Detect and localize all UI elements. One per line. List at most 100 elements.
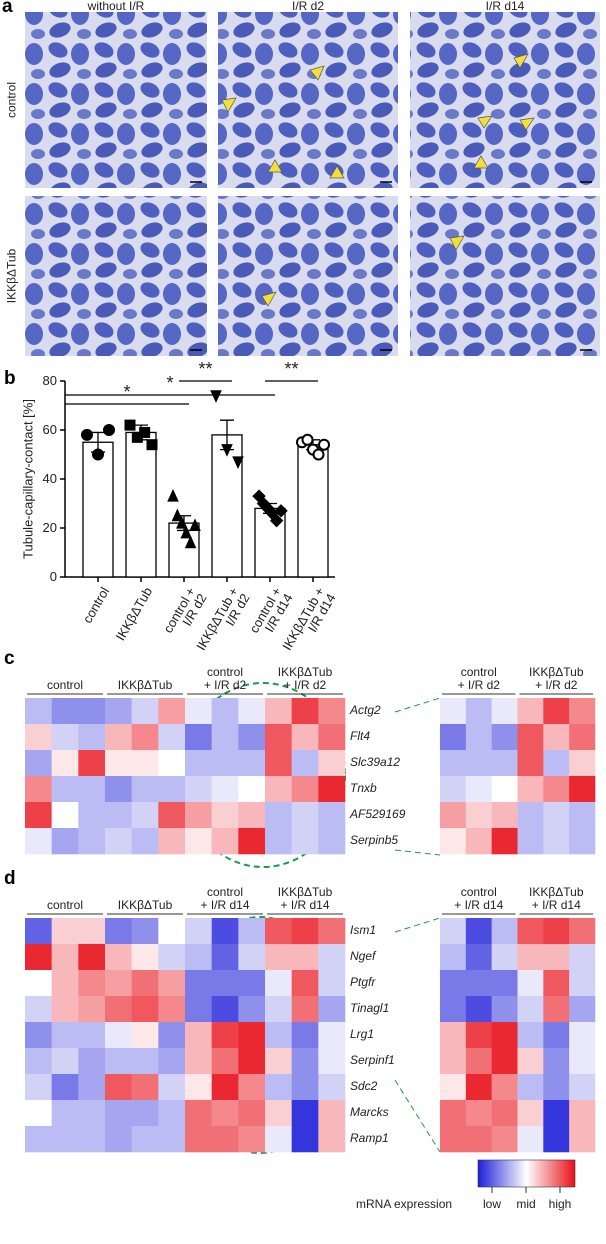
heatmap-cell bbox=[465, 1100, 492, 1127]
gene-label: Flt4 bbox=[350, 729, 371, 743]
group-header: IKKβΔTub bbox=[117, 678, 173, 692]
colorbar bbox=[477, 1159, 576, 1188]
heatmap-cell bbox=[569, 698, 596, 725]
heatmap-cell bbox=[291, 828, 319, 855]
heatmap-cell bbox=[238, 970, 266, 997]
heatmap-cell bbox=[158, 944, 186, 971]
heatmap-cell bbox=[318, 944, 346, 971]
heatmap-cell bbox=[185, 944, 212, 971]
heatmap-cell bbox=[569, 1100, 596, 1127]
data-point bbox=[232, 456, 244, 470]
heatmap-cell bbox=[211, 970, 239, 997]
heatmap-cell bbox=[517, 1074, 544, 1101]
heatmap-cell bbox=[517, 944, 544, 971]
panel-label: c bbox=[4, 648, 15, 669]
heatmap-cell bbox=[131, 918, 159, 945]
heatmap-cell bbox=[491, 1100, 518, 1127]
data-point bbox=[189, 518, 201, 532]
heatmap-cell bbox=[318, 996, 346, 1023]
heatmap-cell bbox=[569, 802, 596, 829]
data-point bbox=[124, 419, 136, 431]
heatmap-cell bbox=[491, 750, 518, 777]
heatmap-cell bbox=[131, 750, 159, 777]
heatmap-cell bbox=[78, 944, 106, 971]
heatmap-cell bbox=[318, 970, 346, 997]
heatmap-cell bbox=[238, 1100, 266, 1127]
heatmap-cell bbox=[25, 970, 52, 997]
heatmap-cell bbox=[517, 828, 544, 855]
heatmap-cell bbox=[211, 1126, 239, 1153]
data-point bbox=[180, 525, 192, 539]
heatmap-cell bbox=[105, 918, 132, 945]
heatmap-cell bbox=[238, 918, 266, 945]
heatmap-cell bbox=[569, 1022, 596, 1049]
heatmap-cell bbox=[211, 996, 239, 1023]
heatmap-cell bbox=[543, 1048, 570, 1075]
heatmap-cell bbox=[491, 970, 518, 997]
heatmap-cell bbox=[265, 776, 292, 803]
bar bbox=[125, 431, 157, 578]
heatmap-cell bbox=[543, 724, 570, 751]
heatmap-cell bbox=[131, 970, 159, 997]
heatmap-cell bbox=[105, 1022, 132, 1049]
heatmap-cell bbox=[291, 1074, 319, 1101]
heatmap-cell bbox=[569, 996, 596, 1023]
heatmap-cell bbox=[158, 776, 186, 803]
heatmap-cell bbox=[78, 776, 106, 803]
heatmap-cell bbox=[517, 750, 544, 777]
heatmap-cell bbox=[465, 1126, 492, 1153]
colorbar-tick-label: high bbox=[548, 1197, 572, 1211]
heatmap-cell bbox=[78, 1126, 106, 1153]
heatmap-cell bbox=[158, 1074, 186, 1101]
heatmap-cell bbox=[318, 1048, 346, 1075]
heatmap-cell bbox=[265, 1048, 292, 1075]
data-point bbox=[176, 515, 188, 529]
heatmap-cell bbox=[318, 828, 346, 855]
heatmap-cell bbox=[158, 1022, 186, 1049]
heatmap-cell bbox=[51, 1126, 79, 1153]
heatmap-cell bbox=[265, 698, 292, 725]
heatmap-cell bbox=[238, 1074, 266, 1101]
heatmap-cell bbox=[51, 1048, 79, 1075]
heatmap-cell bbox=[131, 1048, 159, 1075]
heatmap-cell bbox=[158, 750, 186, 777]
heatmap-cell bbox=[185, 996, 212, 1023]
heatmap-cell bbox=[569, 750, 596, 777]
heatmap-cell bbox=[185, 750, 212, 777]
heatmap-cell bbox=[51, 1022, 79, 1049]
heatmap-cell bbox=[291, 996, 319, 1023]
heatmap-cell bbox=[265, 944, 292, 971]
significance-label: ** bbox=[284, 359, 299, 379]
heatmap-cell bbox=[25, 750, 52, 777]
gene-label: AF529169 bbox=[350, 807, 406, 821]
heatmap-cell bbox=[211, 724, 239, 751]
heatmap-cell bbox=[465, 724, 492, 751]
heatmap-cell bbox=[440, 750, 467, 777]
significance-label: * bbox=[123, 382, 131, 402]
data-point bbox=[312, 448, 325, 461]
heatmap-cell bbox=[158, 970, 186, 997]
heatmap-cell bbox=[440, 970, 467, 997]
heatmap-cell bbox=[51, 776, 79, 803]
heatmap-cell bbox=[105, 776, 132, 803]
heatmap-cell bbox=[265, 970, 292, 997]
heatmap-cell bbox=[318, 1126, 346, 1153]
heatmap-cell bbox=[131, 944, 159, 971]
heatmap-cell bbox=[569, 1048, 596, 1075]
heatmap-cell bbox=[25, 996, 52, 1023]
heatmap-cell bbox=[569, 970, 596, 997]
heatmap-cell bbox=[185, 1074, 212, 1101]
arrowheads bbox=[221, 53, 535, 307]
heatmap-cell bbox=[543, 1100, 570, 1127]
heatmap-cell bbox=[78, 750, 106, 777]
heatmap-cell bbox=[517, 996, 544, 1023]
heatmap-cell bbox=[211, 918, 239, 945]
group-header: IKKβΔTub + I/R d14 bbox=[529, 885, 584, 912]
heatmap-cell bbox=[491, 1022, 518, 1049]
column-title: I/R d2 bbox=[291, 0, 325, 13]
heatmap-cell bbox=[291, 944, 319, 971]
data-point bbox=[92, 448, 104, 461]
heatmap-cell bbox=[265, 996, 292, 1023]
heatmap-cell bbox=[105, 1126, 132, 1153]
heatmap-cell bbox=[569, 828, 596, 855]
